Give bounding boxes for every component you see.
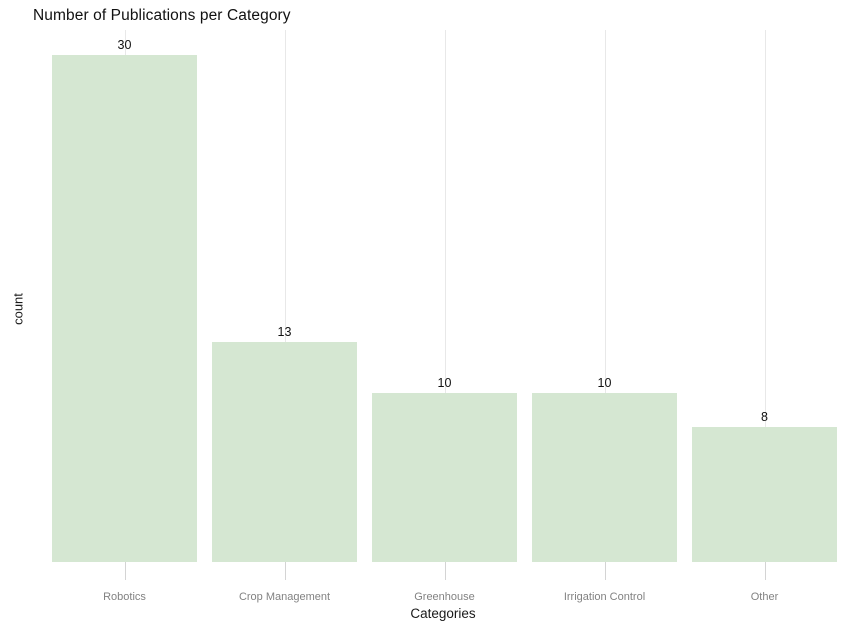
vertical-gridline	[764, 30, 766, 562]
x-axis-label: Other	[750, 591, 779, 603]
x-axis-tick	[444, 562, 446, 580]
x-axis-label: Crop Management	[238, 591, 331, 603]
x-axis-tick	[604, 562, 606, 580]
x-axis-tick	[124, 562, 126, 580]
x-axis-tick	[764, 562, 766, 580]
bar-value-label: 30	[117, 38, 132, 52]
bar-value-label: 8	[761, 409, 768, 424]
x-axis-label: Irrigation Control	[563, 591, 646, 603]
bar-value-label: 10	[597, 376, 612, 390]
x-axis-label: Robotics	[103, 591, 146, 603]
vertical-gridline	[284, 30, 286, 562]
bar-value-label: 10	[437, 376, 452, 390]
chart-title: Number of Publications per Category	[33, 7, 291, 24]
bar-greenhouse	[372, 393, 517, 562]
vertical-gridline	[604, 30, 606, 562]
x-axis-tick	[284, 562, 286, 580]
y-axis-title: count	[10, 293, 26, 325]
bar-value-label: 13	[277, 325, 292, 340]
x-axis-label: Greenhouse	[414, 591, 475, 603]
vertical-gridline	[444, 30, 446, 562]
bar-irrigation-control	[532, 393, 677, 562]
bar-other	[692, 426, 837, 562]
bar-crop-management	[212, 342, 357, 562]
x-axis-title: Categories	[410, 606, 476, 621]
bar-robotics	[52, 55, 197, 562]
